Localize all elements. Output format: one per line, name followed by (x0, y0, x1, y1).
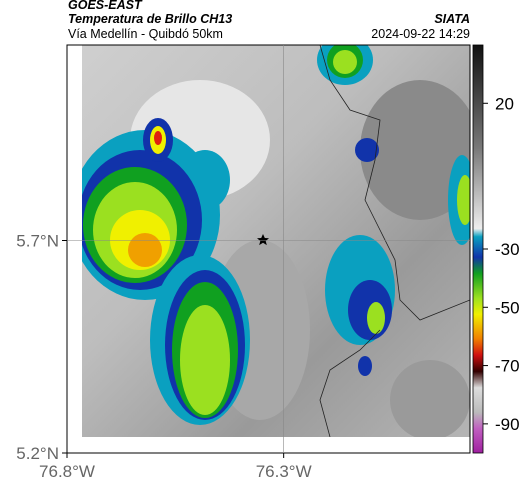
datetime: 2024-09-22 14:29 (371, 27, 470, 41)
product: Temperatura de Brillo CH13 (68, 12, 232, 26)
cloud-left (82, 118, 230, 300)
colorbar (472, 44, 484, 454)
colorbar-tick-label: -70 (495, 357, 520, 376)
y-tick-label: 5.7°N (16, 232, 59, 251)
city-marker (257, 234, 269, 246)
map-frame (66, 44, 471, 454)
colorbar-tick-label: 20 (495, 94, 514, 113)
source: SIATA (434, 12, 470, 26)
satellite: GOES-EAST (68, 0, 143, 12)
cloud-bottom (150, 255, 250, 425)
colorbar-tick-label: -90 (495, 415, 520, 434)
satellite-image (82, 45, 470, 437)
x-tick-label: 76.3°W (256, 462, 312, 481)
y-tick-label: 5.2°N (16, 444, 59, 463)
route: Vía Medellín - Quibdó 50km (68, 27, 223, 41)
x-tick-label: 76.8°W (39, 462, 95, 481)
cloud-east (317, 45, 470, 376)
colorbar-tick-label: -30 (495, 240, 520, 259)
border (319, 45, 470, 437)
colorbar-tick-label: -50 (495, 298, 520, 317)
